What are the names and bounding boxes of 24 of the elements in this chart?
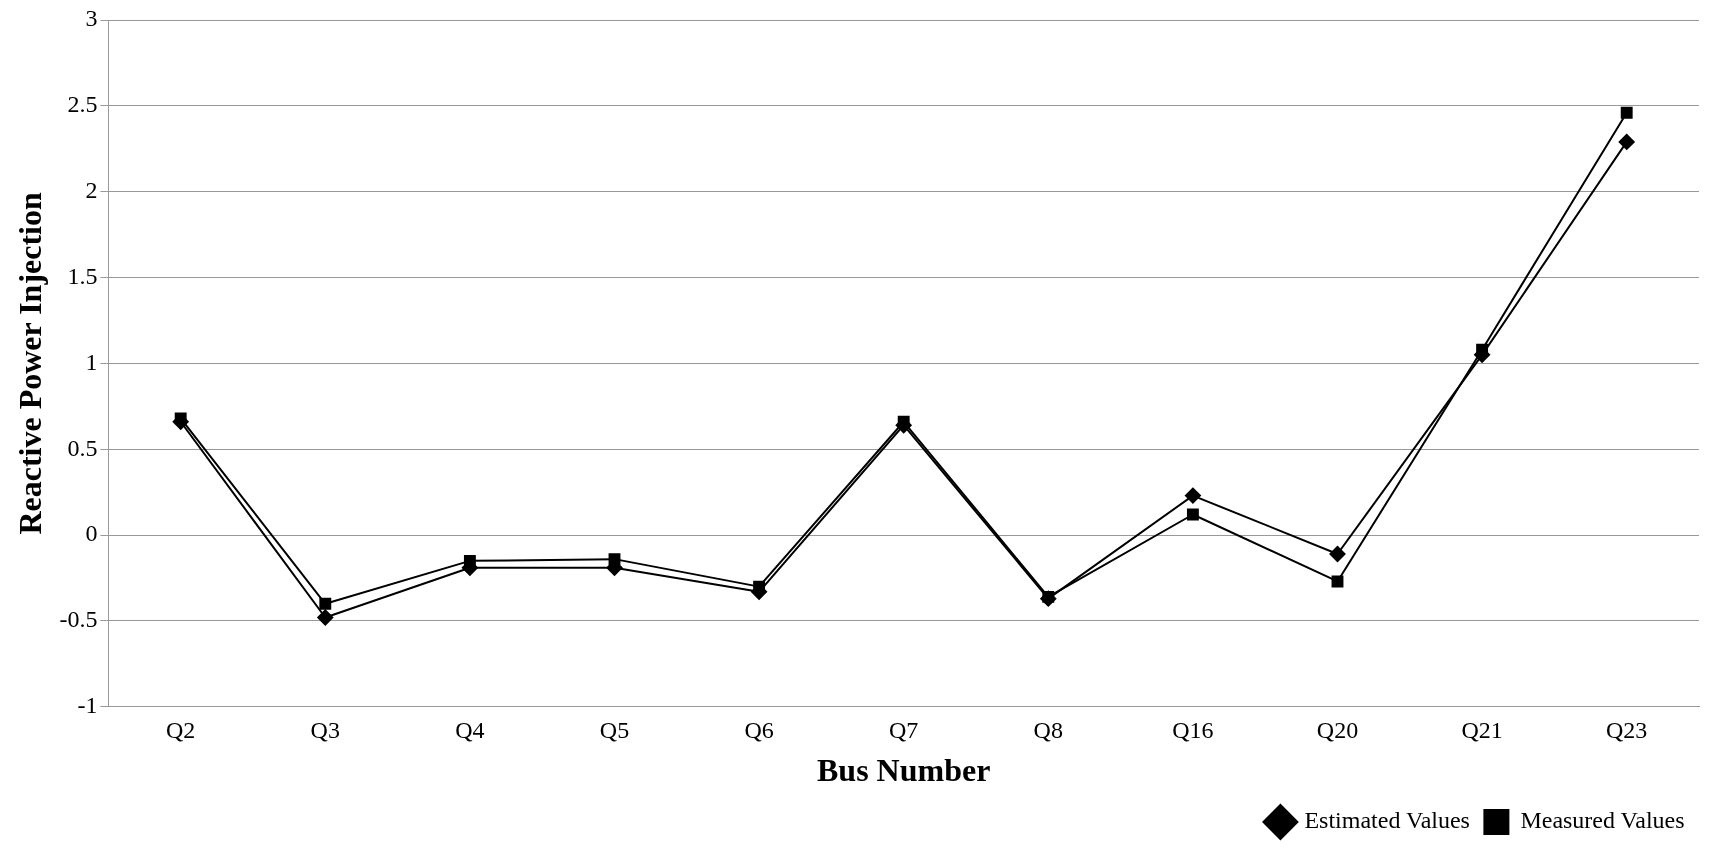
y-tick-label: 0	[85, 520, 98, 547]
x-tick-label: Q7	[889, 717, 919, 744]
x-tick-label: Q8	[1033, 717, 1063, 744]
y-axis-title: Reactive Power Injection	[12, 191, 49, 535]
y-tick-label: 2	[85, 177, 98, 203]
y-tick-label: -0.5	[59, 606, 98, 633]
y-tick-label: -1	[77, 692, 98, 719]
y-tick-label: 1.5	[67, 262, 98, 289]
x-tick-label: Q5	[599, 717, 630, 744]
legend-label: Measured Values	[1520, 807, 1685, 834]
x-tick-label: Q6	[744, 717, 774, 744]
legend-label: Estimated Values	[1304, 807, 1470, 834]
x-tick-label: Q21	[1461, 717, 1503, 744]
y-tick-label: 1	[85, 348, 98, 375]
x-axis-title: Bus Number	[817, 752, 991, 789]
y-tick-label: 0.5	[67, 434, 98, 461]
x-tick-label: Q4	[455, 717, 485, 744]
x-tick-label: Q2	[166, 717, 196, 744]
x-tick-label: Q23	[1606, 717, 1648, 744]
x-tick-label: Q3	[310, 717, 340, 744]
y-tick-label: 3	[85, 5, 98, 32]
x-tick-label: Q20	[1316, 717, 1359, 744]
x-tick-label: Q16	[1172, 717, 1214, 744]
y-tick-label: 2.5	[67, 91, 98, 118]
